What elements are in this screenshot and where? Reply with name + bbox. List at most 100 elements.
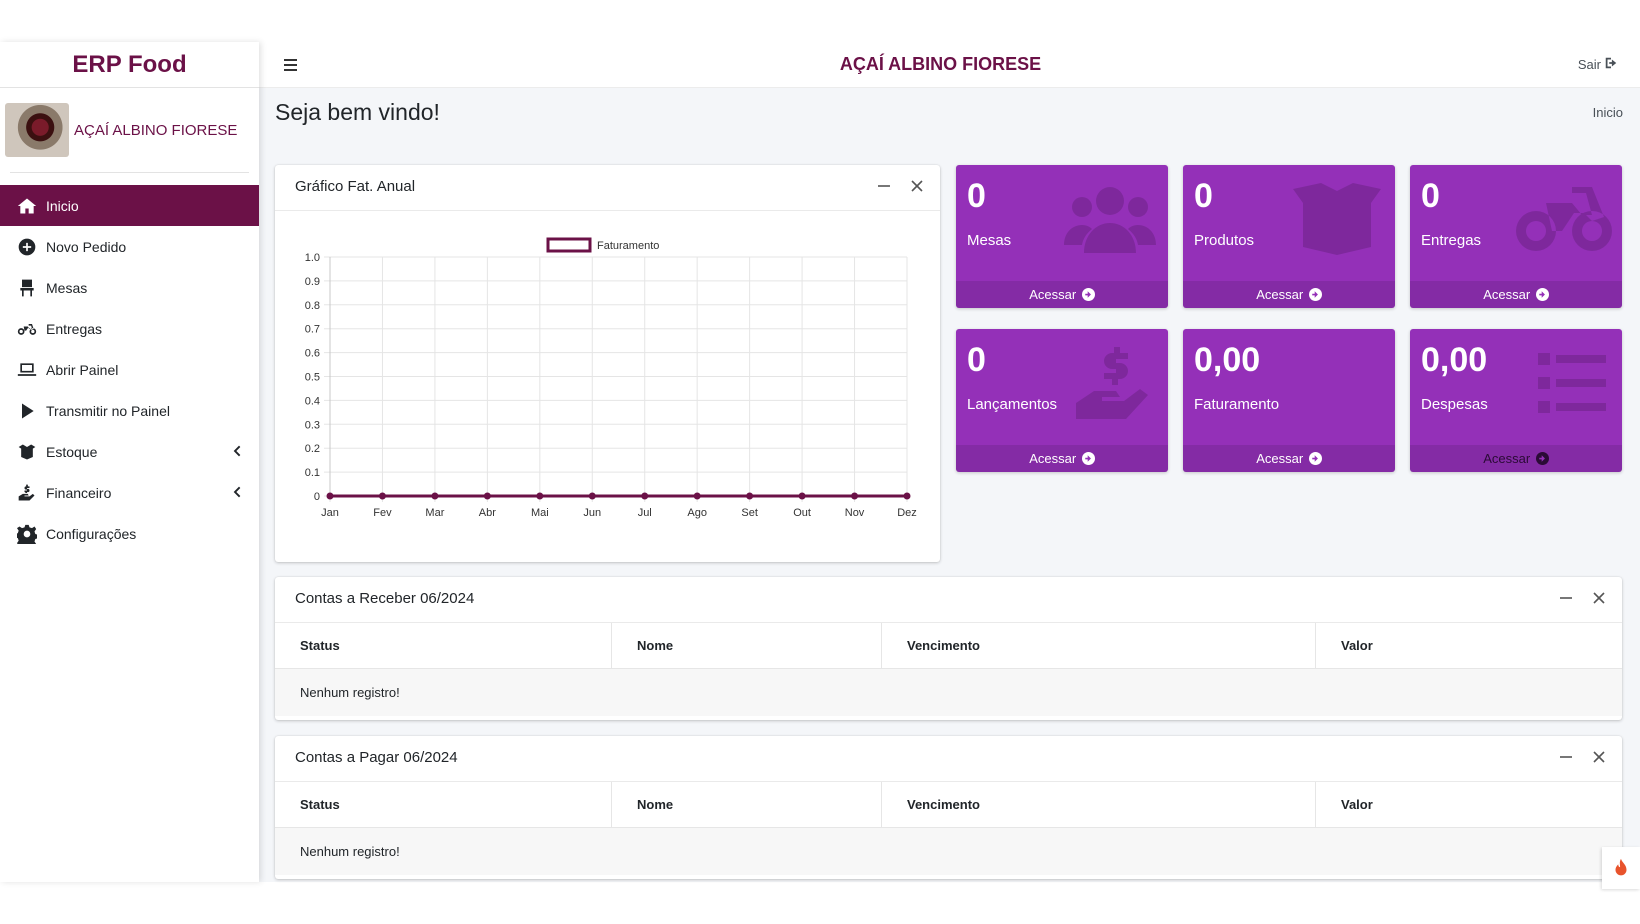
box-link-label: Acessar bbox=[1483, 287, 1531, 302]
box-value: 0 bbox=[967, 177, 986, 215]
breadcrumb[interactable]: Inicio bbox=[1592, 105, 1623, 120]
sidebar-item-label: Transmitir no Painel bbox=[46, 402, 170, 419]
x-tick-label: Out bbox=[793, 507, 811, 519]
box-access-link[interactable]: Acessar bbox=[1410, 281, 1622, 308]
y-tick-label: 1.0 bbox=[305, 252, 320, 264]
data-point bbox=[588, 492, 596, 500]
chevron-left-icon[interactable] bbox=[229, 484, 245, 500]
x-tick-label: Abr bbox=[479, 507, 496, 519]
sidebar-item-transmitir[interactable]: Transmitir no Painel bbox=[0, 390, 259, 431]
avatar bbox=[5, 103, 69, 157]
y-tick-label: 0.2 bbox=[305, 443, 320, 455]
x-tick-label: Jan bbox=[321, 507, 339, 519]
card-header: Contas a Pagar 06/2024 bbox=[275, 736, 1622, 782]
empty-message: Nenhum registro! bbox=[300, 844, 400, 859]
box-label: Entregas bbox=[1421, 232, 1482, 249]
y-tick-label: 0.3 bbox=[305, 419, 320, 431]
close-icon[interactable] bbox=[1591, 590, 1609, 608]
y-tick-label: 0.4 bbox=[305, 395, 320, 407]
close-icon[interactable] bbox=[1591, 749, 1609, 767]
box-access-link[interactable]: Acessar bbox=[956, 281, 1168, 308]
box-access-link[interactable]: Acessar bbox=[1410, 445, 1622, 472]
box-access-link[interactable]: Acessar bbox=[1183, 445, 1395, 472]
arrow-circle-right-icon bbox=[1081, 452, 1095, 465]
column-header[interactable]: Valor bbox=[1341, 638, 1373, 653]
brand-logo[interactable]: ERP Food bbox=[0, 42, 259, 88]
chevron-left-icon[interactable] bbox=[229, 443, 245, 459]
column-header[interactable]: Nome bbox=[612, 782, 882, 828]
column-header[interactable]: Valor bbox=[1341, 797, 1373, 812]
arrow-circle-right-icon bbox=[1308, 288, 1322, 301]
y-tick-label: 0.5 bbox=[305, 372, 320, 384]
column-header[interactable]: Vencimento bbox=[882, 623, 1316, 669]
sidebar-item-configuracoes[interactable]: Configurações bbox=[0, 513, 259, 554]
y-tick-label: 0.8 bbox=[305, 300, 320, 312]
box-label: Despesas bbox=[1421, 396, 1488, 413]
data-point bbox=[326, 492, 334, 500]
annual-revenue-chart-card: Gráfico Fat. Anual 1.0 0.9 0.8 0.7 0.6 0.5 0.4… bbox=[275, 165, 940, 562]
table-header: Status Nome Vencimento Valor bbox=[275, 782, 1622, 828]
box-label: Faturamento bbox=[1194, 396, 1280, 413]
sidebar-item-label: Entregas bbox=[46, 320, 103, 337]
box-label: Mesas bbox=[967, 232, 1012, 249]
column-header[interactable]: Status bbox=[275, 623, 612, 669]
card-header: Contas a Receber 06/2024 bbox=[275, 577, 1622, 623]
top-navbar: AÇAÍ ALBINO FIORESE Sair bbox=[259, 42, 1640, 88]
sidebar-nav: Inicio Novo Pedido Mesas Entregas bbox=[0, 185, 259, 554]
column-header[interactable]: Nome bbox=[612, 623, 882, 669]
sidebar-item-mesas[interactable]: Mesas bbox=[0, 267, 259, 308]
data-point bbox=[483, 492, 491, 500]
box-value: 0 bbox=[967, 341, 986, 379]
sidebar: ERP Food AÇAÍ ALBINO FIORESE Inicio Novo… bbox=[0, 42, 259, 882]
box-label: Produtos bbox=[1194, 232, 1255, 249]
sidebar-item-financeiro[interactable]: Financeiro bbox=[0, 472, 259, 513]
user-name[interactable]: AÇAÍ ALBINO FIORESE bbox=[74, 121, 238, 139]
column-header[interactable]: Vencimento bbox=[882, 782, 1316, 828]
x-tick-label: Nov bbox=[845, 507, 865, 519]
y-tick-label: 0.7 bbox=[305, 324, 320, 336]
data-point bbox=[536, 492, 544, 500]
sidebar-item-estoque[interactable]: Estoque bbox=[0, 431, 259, 472]
receivables-card: Contas a Receber 06/2024 Status Nome Ven… bbox=[275, 577, 1622, 720]
column-header[interactable]: Status bbox=[275, 782, 612, 828]
minimize-icon[interactable] bbox=[876, 178, 894, 196]
sidebar-item-novo-pedido[interactable]: Novo Pedido bbox=[0, 226, 259, 267]
hamburger-menu-icon[interactable] bbox=[281, 55, 301, 75]
lancamentos-box: 0 Lançamentos Acessar bbox=[956, 329, 1168, 472]
card-title: Gráfico Fat. Anual bbox=[295, 178, 416, 195]
sidebar-item-label: Financeiro bbox=[46, 484, 112, 501]
data-point bbox=[851, 492, 859, 500]
logout-button[interactable]: Sair bbox=[1578, 56, 1618, 73]
x-tick-label: Jul bbox=[638, 507, 652, 519]
sidebar-item-label: Inicio bbox=[46, 197, 79, 214]
arrow-circle-right-icon bbox=[1308, 452, 1322, 465]
app-window: ERP Food AÇAÍ ALBINO FIORESE Inicio Novo… bbox=[0, 42, 1640, 889]
data-point bbox=[431, 492, 439, 500]
data-point bbox=[746, 492, 754, 500]
minimize-icon[interactable] bbox=[1558, 749, 1576, 767]
sidebar-item-abrir-painel[interactable]: Abrir Painel bbox=[0, 349, 259, 390]
sidebar-item-entregas[interactable]: Entregas bbox=[0, 308, 259, 349]
close-icon[interactable] bbox=[909, 178, 927, 196]
produtos-box: 0 Produtos Acessar bbox=[1183, 165, 1395, 308]
user-panel: AÇAÍ ALBINO FIORESE bbox=[5, 88, 249, 173]
box-access-link[interactable]: Acessar bbox=[956, 445, 1168, 472]
sidebar-item-label: Configurações bbox=[46, 525, 137, 542]
box-access-link[interactable]: Acessar bbox=[1183, 281, 1395, 308]
list-icon bbox=[1516, 347, 1612, 419]
users-icon bbox=[1062, 183, 1158, 255]
data-point bbox=[378, 492, 386, 500]
sidebar-item-label: Abrir Painel bbox=[46, 361, 119, 378]
sidebar-item-inicio[interactable]: Inicio bbox=[0, 185, 259, 226]
box-value: 0 bbox=[1421, 177, 1440, 215]
fire-icon bbox=[1615, 858, 1627, 876]
table-header: Status Nome Vencimento Valor bbox=[275, 623, 1622, 669]
y-tick-label: 0.9 bbox=[305, 276, 320, 288]
play-icon bbox=[16, 400, 38, 422]
floating-help-button[interactable] bbox=[1602, 847, 1640, 889]
mesas-box: 0 Mesas Acessar bbox=[956, 165, 1168, 308]
box-label: Lançamentos bbox=[967, 396, 1058, 413]
sidebar-item-label: Novo Pedido bbox=[46, 238, 127, 255]
minimize-icon[interactable] bbox=[1558, 590, 1576, 608]
gear-icon bbox=[16, 523, 38, 545]
